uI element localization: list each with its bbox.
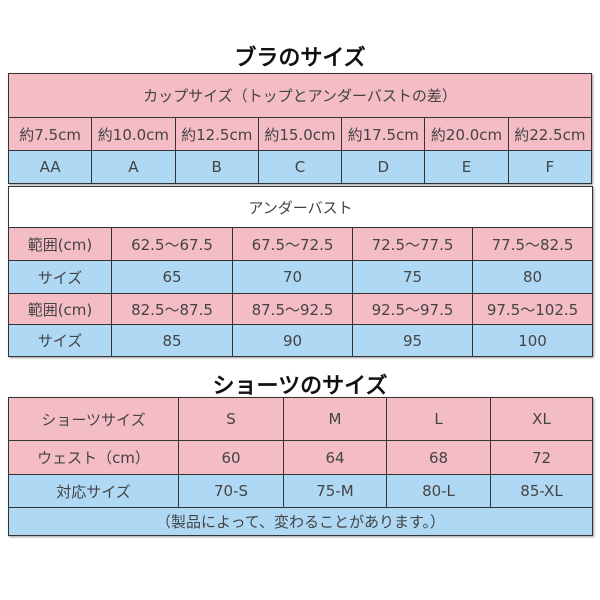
- range-cell: 67.5〜72.5: [232, 227, 353, 261]
- row-label: 範囲(cm): [8, 227, 112, 261]
- size-cell: 100: [471, 324, 594, 357]
- size-cell: 85: [111, 324, 233, 357]
- size-cell: XL: [490, 397, 593, 441]
- shorts-size-row: ショーツサイズ S M L XL: [8, 397, 593, 441]
- waist-cell: 60: [178, 440, 284, 475]
- cup-size-table: カップサイズ（トップとアンダーバストの差） 約7.5cm 約10.0cm 約12…: [7, 73, 593, 184]
- underbust-range-row: 範囲(cm) 82.5〜87.5 87.5〜92.5 92.5〜97.5 97.…: [8, 293, 594, 325]
- shorts-table: ショーツサイズ S M L XL ウェスト（cm） 60 64 68 72 対応…: [8, 397, 593, 536]
- matching-cell: 70-S: [178, 474, 284, 508]
- size-cell: 90: [232, 324, 353, 357]
- waist-cell: 64: [283, 440, 387, 475]
- waist-cell: 68: [386, 440, 491, 475]
- row-label: サイズ: [8, 324, 112, 357]
- difference-cell: 約22.5cm: [507, 117, 593, 151]
- waist-row: ウェスト（cm） 60 64 68 72: [8, 440, 593, 475]
- underbust-size-row: サイズ 85 90 95 100: [8, 324, 594, 357]
- difference-cell: 約17.5cm: [341, 117, 426, 151]
- bra-size-title: ブラのサイズ: [234, 46, 366, 71]
- cup-cell: A: [91, 150, 176, 184]
- difference-row: 約7.5cm 約10.0cm 約12.5cm 約15.0cm 約17.5cm 約…: [7, 117, 593, 151]
- cup-cell: B: [174, 150, 259, 184]
- size-cell: 65: [111, 260, 233, 294]
- cup-size-header: カップサイズ（トップとアンダーバストの差）: [8, 73, 592, 118]
- range-cell: 82.5〜87.5: [111, 293, 233, 325]
- range-cell: 72.5〜77.5: [352, 227, 473, 261]
- matching-size-row: 対応サイズ 70-S 75-M 80-L 85-XL: [8, 474, 593, 508]
- underbust-header: アンダーバスト: [7, 186, 594, 228]
- size-cell: 70: [232, 260, 353, 294]
- difference-cell: 約10.0cm: [91, 117, 176, 151]
- row-label: 対応サイズ: [8, 474, 179, 508]
- cup-cell: AA: [7, 150, 93, 184]
- size-cell: 75: [352, 260, 473, 294]
- size-cell: L: [386, 397, 491, 441]
- cup-row: AA A B C D E F: [7, 150, 593, 184]
- row-label: ウェスト（cm）: [8, 440, 179, 475]
- note: （製品によって、変わることがあります。）: [8, 507, 593, 536]
- cup-cell: F: [507, 150, 593, 184]
- underbust-size-row: サイズ 65 70 75 80: [8, 260, 594, 294]
- matching-cell: 80-L: [386, 474, 491, 508]
- row-label: ショーツサイズ: [8, 397, 179, 441]
- size-cell: 95: [352, 324, 473, 357]
- range-cell: 92.5〜97.5: [352, 293, 473, 325]
- underbust-table: アンダーバスト 範囲(cm) 62.5〜67.5 67.5〜72.5 72.5〜…: [7, 186, 594, 357]
- matching-cell: 85-XL: [490, 474, 593, 508]
- difference-cell: 約12.5cm: [174, 117, 259, 151]
- waist-cell: 72: [490, 440, 593, 475]
- range-cell: 77.5〜82.5: [471, 227, 594, 261]
- shorts-size-title: ショーツのサイズ: [212, 374, 388, 399]
- cup-cell: E: [424, 150, 509, 184]
- size-cell: M: [283, 397, 387, 441]
- underbust-range-row: 範囲(cm) 62.5〜67.5 67.5〜72.5 72.5〜77.5 77.…: [8, 227, 594, 261]
- difference-cell: 約7.5cm: [7, 117, 93, 151]
- matching-cell: 75-M: [283, 474, 387, 508]
- range-cell: 97.5〜102.5: [471, 293, 594, 325]
- row-label: サイズ: [8, 260, 112, 294]
- cup-cell: D: [341, 150, 426, 184]
- cup-cell: C: [257, 150, 343, 184]
- size-cell: 80: [471, 260, 594, 294]
- range-cell: 87.5〜92.5: [232, 293, 353, 325]
- difference-cell: 約15.0cm: [257, 117, 343, 151]
- difference-cell: 約20.0cm: [424, 117, 509, 151]
- row-label: 範囲(cm): [8, 293, 112, 325]
- range-cell: 62.5〜67.5: [111, 227, 233, 261]
- size-cell: S: [178, 397, 284, 441]
